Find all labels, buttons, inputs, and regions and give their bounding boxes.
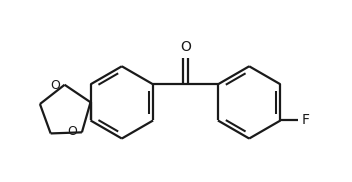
Text: O: O [67,125,77,138]
Text: O: O [180,40,191,54]
Text: O: O [50,79,60,92]
Text: F: F [301,113,309,127]
